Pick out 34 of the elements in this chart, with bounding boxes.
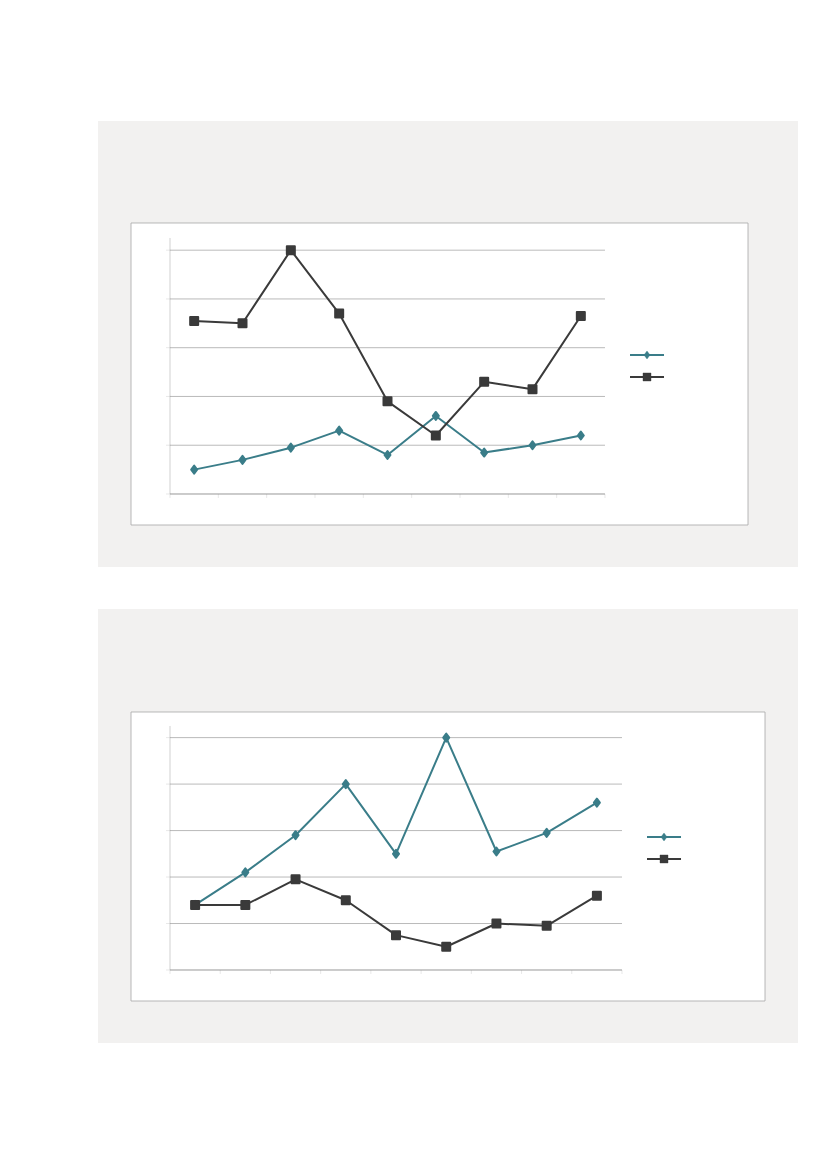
point [335,425,344,436]
point [238,454,247,465]
point [592,797,601,808]
point [392,848,400,859]
point [383,449,392,460]
point [285,245,296,256]
point [290,874,301,885]
point [391,930,401,941]
point [492,846,501,857]
point [190,464,199,475]
point [479,376,490,387]
point [341,779,350,790]
point [491,918,502,929]
point [441,941,452,952]
point [382,396,393,407]
point [576,430,585,441]
point [442,732,451,743]
point [575,311,586,322]
point [286,442,295,453]
point [431,410,440,421]
point [340,895,351,906]
point [237,318,248,329]
point [527,384,538,395]
point [240,899,251,910]
point [541,920,552,931]
point [480,447,489,458]
point [291,830,300,841]
point [542,827,551,838]
point [334,308,345,319]
point [189,315,200,326]
point [430,430,441,441]
point [241,867,250,878]
point [528,440,537,451]
point [591,890,602,901]
